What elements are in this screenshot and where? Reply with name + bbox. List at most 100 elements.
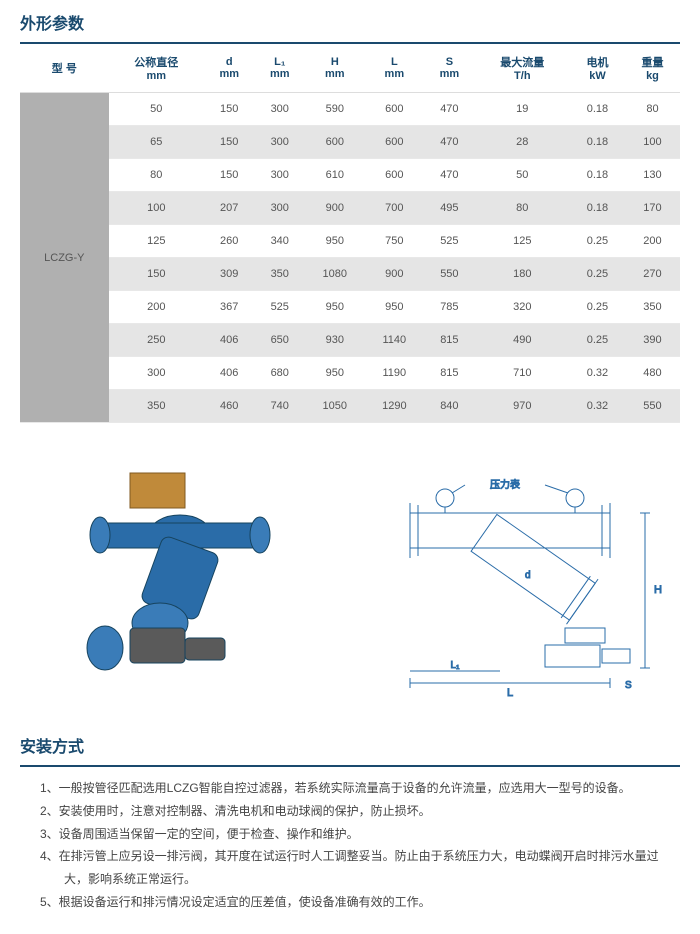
cell: 610	[305, 159, 365, 192]
cell: 390	[625, 324, 680, 357]
cell: 550	[424, 258, 475, 291]
cell: 0.18	[570, 192, 625, 225]
cell: 1290	[365, 390, 425, 423]
cell: 1050	[305, 390, 365, 423]
cell: 600	[365, 126, 425, 159]
cell: 125	[109, 225, 204, 258]
list-item: 3、设备周围适当保留一定的空间，便于检查、操作和维护。	[40, 823, 680, 846]
model-cell: LCZG-Y	[20, 93, 109, 423]
dim-H: H	[654, 584, 662, 596]
cell: 0.18	[570, 126, 625, 159]
spec-table: 型 号 公称直径mm dmm L₁mm Hmm Lmm Smm 最大流量T/h …	[20, 44, 680, 423]
cell: 600	[365, 93, 425, 126]
table-row: 350460740105012908409700.32550	[20, 390, 680, 423]
cell: 0.32	[570, 390, 625, 423]
gauge-label: 压力表	[490, 478, 520, 491]
cell: 525	[424, 225, 475, 258]
table-row: 80150300610600470500.18130	[20, 159, 680, 192]
cell: 50	[109, 93, 204, 126]
cell: 300	[254, 192, 305, 225]
cell: 200	[109, 291, 204, 324]
cell: 0.32	[570, 357, 625, 390]
install-title: 安装方式	[20, 733, 680, 767]
cell: 180	[475, 258, 570, 291]
cell: 340	[254, 225, 305, 258]
col-d: dmm	[204, 44, 255, 93]
cell: 470	[424, 159, 475, 192]
cell: 0.18	[570, 93, 625, 126]
cell: 815	[424, 357, 475, 390]
cell: 750	[365, 225, 425, 258]
cell: 460	[204, 390, 255, 423]
col-model: 型 号	[20, 44, 109, 93]
cell: 950	[365, 291, 425, 324]
cell: 700	[365, 192, 425, 225]
cell: 0.18	[570, 159, 625, 192]
cell: 785	[424, 291, 475, 324]
cell: 207	[204, 192, 255, 225]
dim-L: L	[507, 687, 513, 699]
cell: 100	[109, 192, 204, 225]
cell: 950	[305, 357, 365, 390]
cell: 260	[204, 225, 255, 258]
cell: 970	[475, 390, 570, 423]
col-flow: 最大流量T/h	[475, 44, 570, 93]
cell: 65	[109, 126, 204, 159]
cell: 300	[254, 126, 305, 159]
cell: 600	[365, 159, 425, 192]
cell: 600	[305, 126, 365, 159]
cell: 350	[254, 258, 305, 291]
table-row: 65150300600600470280.18100	[20, 126, 680, 159]
cell: 350	[109, 390, 204, 423]
cell: 300	[254, 159, 305, 192]
cell: 320	[475, 291, 570, 324]
cell: 900	[305, 192, 365, 225]
table-row: 2003675259509507853200.25350	[20, 291, 680, 324]
cell: 80	[625, 93, 680, 126]
spec-title: 外形参数	[20, 10, 680, 44]
cell: 150	[204, 159, 255, 192]
table-row: 15030935010809005501800.25270	[20, 258, 680, 291]
cell: 0.25	[570, 291, 625, 324]
cell: 309	[204, 258, 255, 291]
install-list: 1、一般按管径匹配选用LCZG智能自控过滤器，若系统实际流量高于设备的允许流量，…	[20, 767, 680, 914]
col-s: Smm	[424, 44, 475, 93]
cell: 710	[475, 357, 570, 390]
cell: 0.25	[570, 258, 625, 291]
dim-d: d	[525, 570, 531, 581]
cell: 900	[365, 258, 425, 291]
cell: 170	[625, 192, 680, 225]
cell: 550	[625, 390, 680, 423]
cell: 50	[475, 159, 570, 192]
col-motor: 电机kW	[570, 44, 625, 93]
cell: 406	[204, 357, 255, 390]
dimension-drawing: 压力表 L L₁ H S d	[370, 453, 670, 703]
cell: 80	[475, 192, 570, 225]
cell: 480	[625, 357, 680, 390]
cell: 0.25	[570, 225, 625, 258]
list-item: 1、一般按管径匹配选用LCZG智能自控过滤器，若系统实际流量高于设备的允许流量，…	[40, 777, 680, 800]
col-dn: 公称直径mm	[109, 44, 204, 93]
cell: 470	[424, 93, 475, 126]
cell: 250	[109, 324, 204, 357]
list-item: 2、安装使用时，注意对控制器、清洗电机和电动球阀的保护，防止损坏。	[40, 800, 680, 823]
cell: 840	[424, 390, 475, 423]
cell: 490	[475, 324, 570, 357]
list-item: 4、在排污管上应另设一排污阀，其开度在试运行时人工调整妥当。防止由于系统压力大，…	[40, 845, 680, 891]
cell: 300	[254, 93, 305, 126]
col-l1: L₁mm	[254, 44, 305, 93]
cell: 19	[475, 93, 570, 126]
cell: 740	[254, 390, 305, 423]
cell: 28	[475, 126, 570, 159]
cell: 200	[625, 225, 680, 258]
cell: 930	[305, 324, 365, 357]
cell: 150	[204, 126, 255, 159]
table-row: 30040668095011908157100.32480	[20, 357, 680, 390]
table-row: 100207300900700495800.18170	[20, 192, 680, 225]
diagram-row: 压力表 L L₁ H S d	[20, 453, 680, 703]
list-item: 5、根据设备运行和排污情况设定适宜的压差值，使设备准确有效的工作。	[40, 891, 680, 914]
dim-S: S	[625, 680, 632, 691]
col-weight: 重量kg	[625, 44, 680, 93]
cell: 125	[475, 225, 570, 258]
cell: 815	[424, 324, 475, 357]
